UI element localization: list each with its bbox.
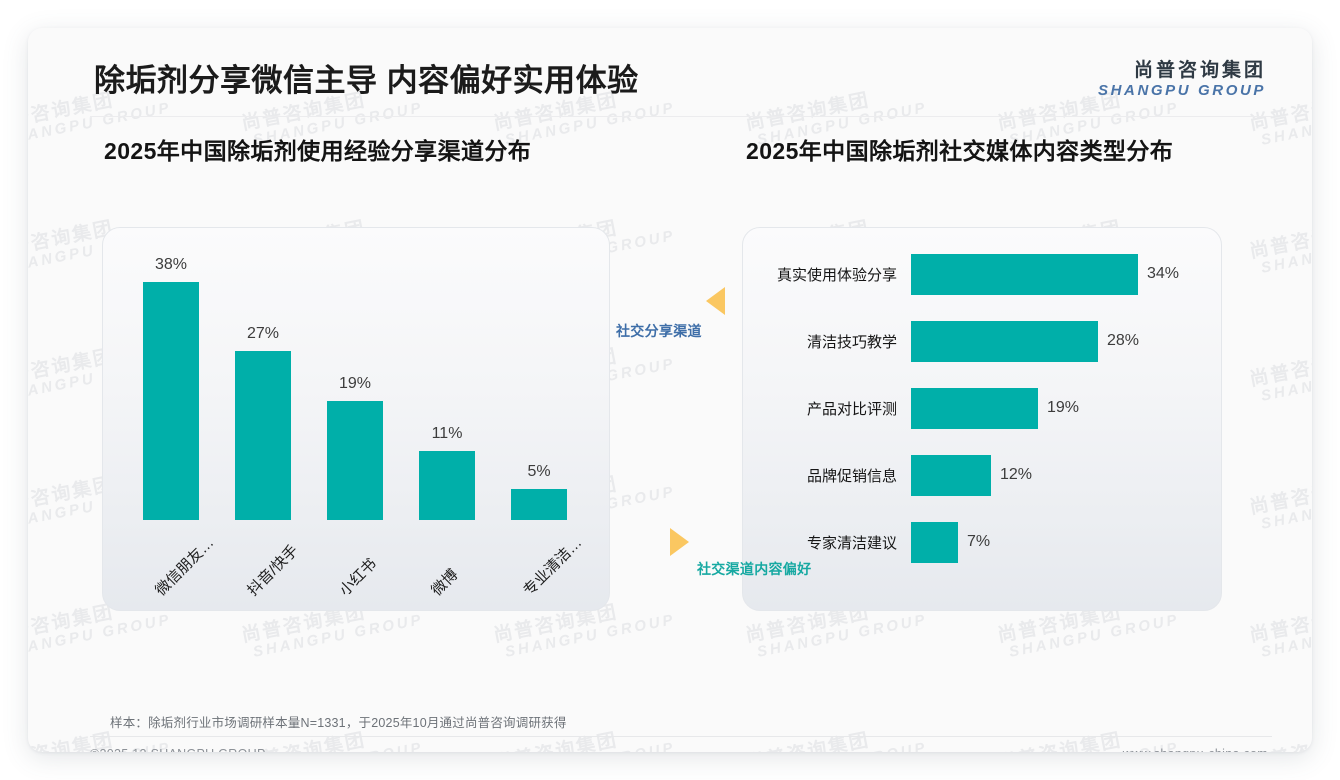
bar-category-label: 清洁技巧教学	[806, 333, 897, 351]
bar-category-label: 抖音/快手	[244, 541, 302, 600]
bar-value-label: 38%	[154, 256, 188, 273]
sample-footnote: 样本：除垢剂行业市场调研样本量N=1331，于2025年10月通过尚普咨询调研获…	[110, 716, 567, 730]
bar-row: 专家清洁建议 7%	[743, 520, 1221, 564]
chart-title-content-types: 2025年中国除垢剂社交媒体内容类型分布	[746, 138, 1174, 164]
footer-copyright: ©2025.12 SHANGPU GROUP	[90, 747, 266, 752]
brand-logo: 尚普咨询集团 SHANGPU GROUP	[1098, 60, 1266, 100]
bar-value-label: 5%	[527, 463, 551, 480]
bar	[911, 253, 1138, 295]
bar-category-label: 微博	[428, 566, 462, 600]
header-divider	[90, 116, 1272, 117]
bar-row: 产品对比评测 19%	[743, 386, 1221, 430]
footer-divider	[90, 736, 1272, 737]
bar-column: 19% 小红书	[309, 228, 401, 610]
chart-block-share-channels: 2025年中国除垢剂使用经验分享渠道分布 38% 微信朋友… 27% 抖音/快手 19%…	[102, 132, 662, 611]
bar	[511, 489, 567, 520]
bar-value-label: 19%	[338, 375, 372, 392]
bar	[235, 351, 291, 520]
charts-region: 2025年中国除垢剂使用经验分享渠道分布 38% 微信朋友… 27% 抖音/快手 19%…	[28, 132, 1312, 672]
chart-block-content-types: 2025年中国除垢剂社交媒体内容类型分布 真实使用体验分享 34% 清洁技巧教学 28…	[742, 132, 1272, 611]
bar-category-label: 产品对比评测	[806, 400, 897, 418]
logo-english-name: SHANGPU GROUP	[1098, 81, 1266, 99]
bar-column: 38% 微信朋友…	[125, 228, 217, 610]
chart-panel-content-types: 真实使用体验分享 34% 清洁技巧教学 28% 产品对比评测 19% 品牌促销信息 12% 专家…	[742, 227, 1222, 611]
bar-category-label: 微信朋友…	[152, 534, 218, 600]
bar-column: 5% 专业清洁…	[493, 228, 585, 610]
bar-category-label: 小红书	[336, 555, 381, 600]
bar-value-label: 12%	[1000, 466, 1033, 483]
bar-category-label: 真实使用体验分享	[776, 266, 897, 284]
bar	[911, 454, 991, 496]
bar-value-label: 27%	[246, 325, 280, 342]
bar	[911, 521, 958, 563]
bar-category-label: 品牌促销信息	[806, 467, 897, 485]
bar-value-label: 7%	[967, 533, 991, 550]
logo-chinese-name: 尚普咨询集团	[1133, 60, 1266, 81]
bar-row: 清洁技巧教学 28%	[743, 319, 1221, 363]
bar-value-label: 19%	[1047, 399, 1080, 416]
footer-website: www.shangpu-china.com	[1123, 747, 1268, 752]
vertical-bar-chart: 38% 微信朋友… 27% 抖音/快手 19% 小红书 11% 微博 5% 专业清洁…	[103, 228, 609, 610]
chart-panel-share-channels: 38% 微信朋友… 27% 抖音/快手 19% 小红书 11% 微博 5% 专业清洁…	[102, 227, 610, 611]
slide-card: 尚普咨询集团 SHANGPU GROUP 尚普咨询集团 SHANGPU GROUP 尚普…	[28, 28, 1312, 752]
bar-column: 27% 抖音/快手	[217, 228, 309, 610]
bar-category-label: 专家清洁建议	[806, 534, 897, 552]
bar	[143, 282, 199, 520]
slide-header: 除垢剂分享微信主导 内容偏好实用体验 尚普咨询集团 SHANGPU GROUP	[28, 28, 1312, 117]
horizontal-bar-chart: 真实使用体验分享 34% 清洁技巧教学 28% 产品对比评测 19% 品牌促销信息 12% 专家…	[743, 228, 1221, 610]
bar-row: 品牌促销信息 12%	[743, 453, 1221, 497]
chart-title-share-channels: 2025年中国除垢剂使用经验分享渠道分布	[104, 138, 532, 164]
bar	[327, 401, 383, 520]
bar-value-label: 11%	[431, 425, 463, 442]
bar-row: 真实使用体验分享 34%	[743, 252, 1221, 296]
page-title: 除垢剂分享微信主导 内容偏好实用体验	[94, 63, 639, 98]
bar	[419, 451, 475, 520]
bar-column: 11% 微博	[401, 228, 493, 610]
bar-category-label: 专业清洁…	[520, 534, 586, 600]
bar-value-label: 34%	[1147, 265, 1180, 282]
bar-value-label: 28%	[1107, 332, 1140, 349]
bar	[911, 320, 1098, 362]
bar	[911, 387, 1038, 429]
